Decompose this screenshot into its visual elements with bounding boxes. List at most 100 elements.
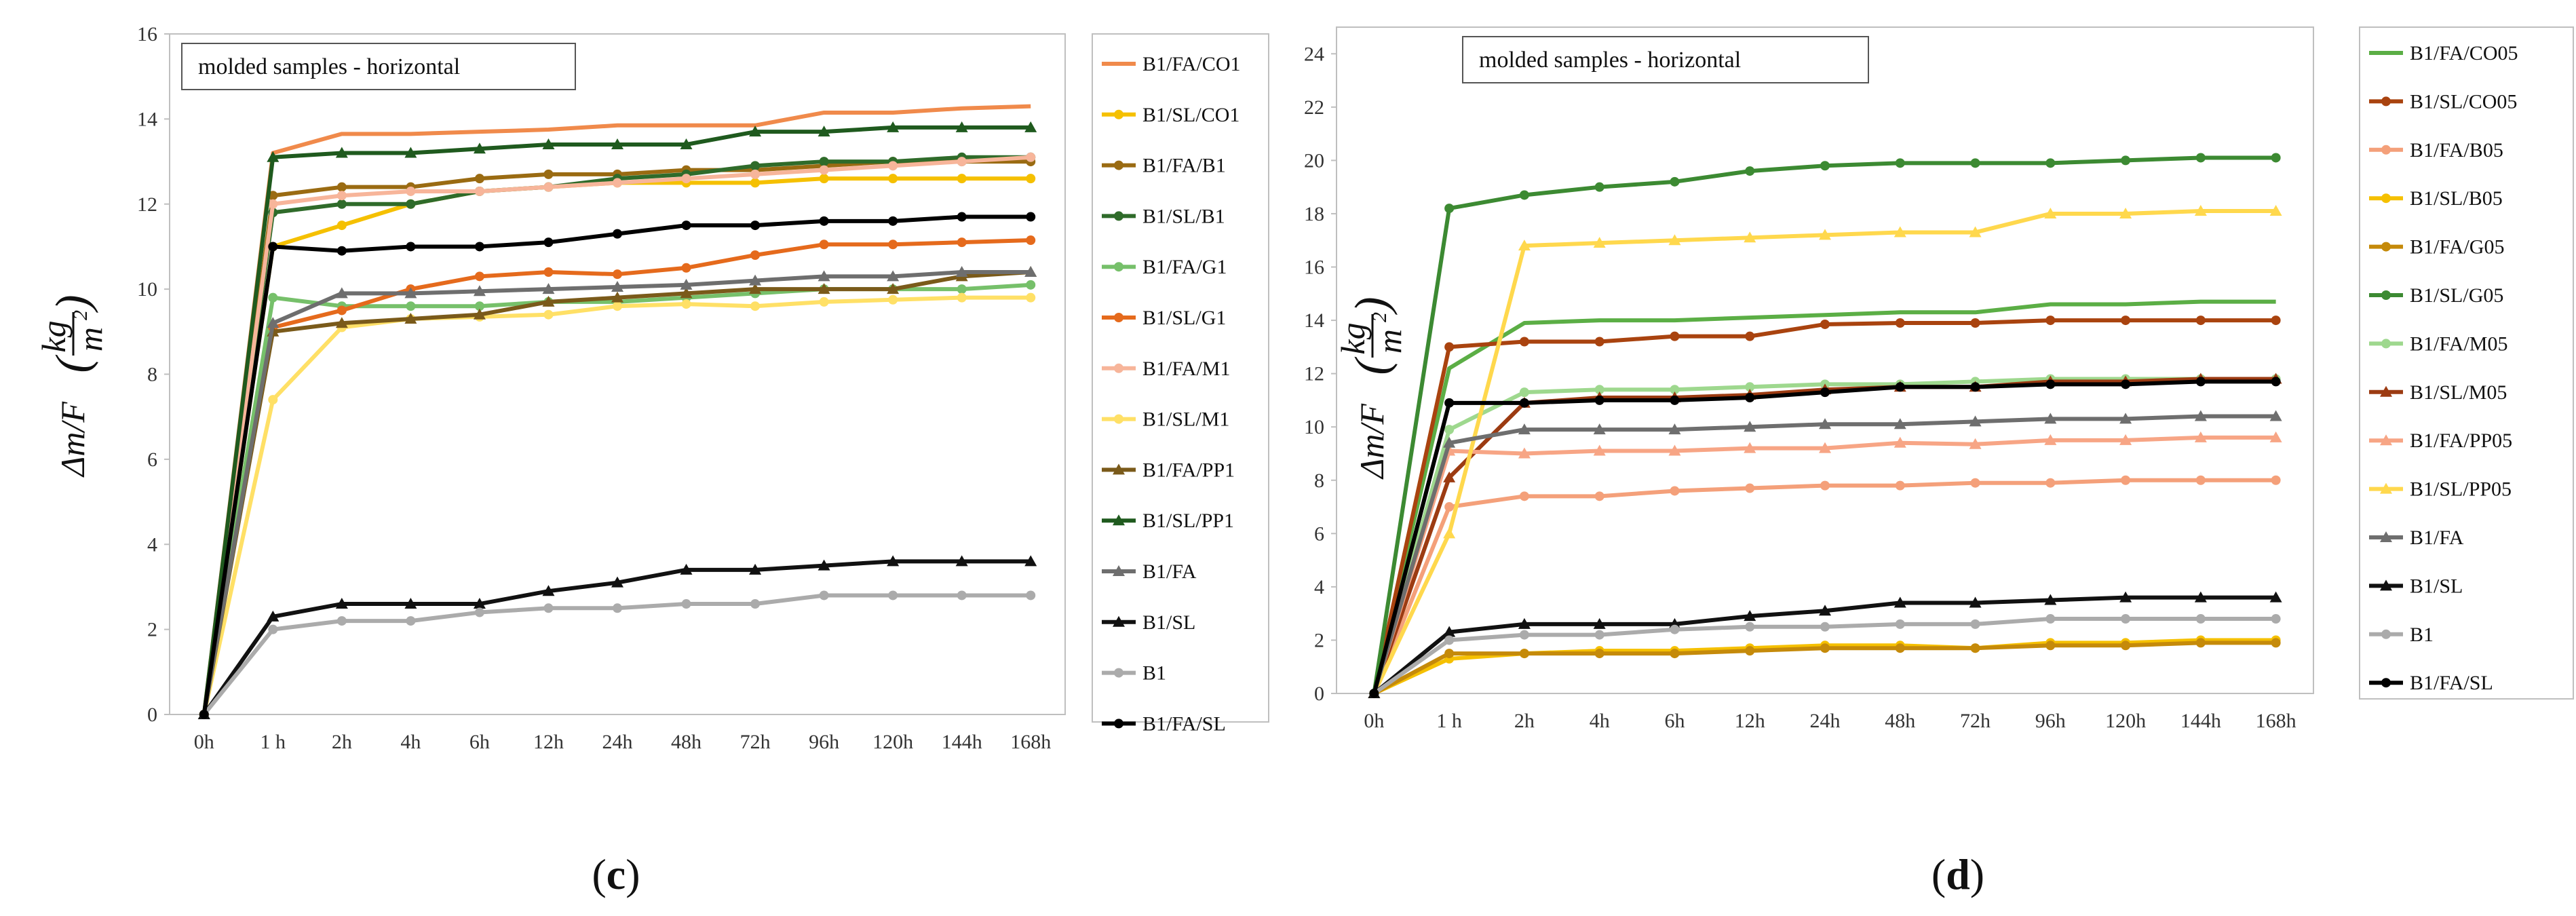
data-point — [267, 610, 280, 622]
y-tick-label: 10 — [137, 278, 157, 301]
data-point — [1970, 382, 1980, 392]
series-line — [201, 176, 1031, 715]
y-tick-label: 6 — [147, 449, 157, 471]
data-point — [1745, 382, 1755, 392]
data-point — [1594, 385, 1604, 395]
data-point — [268, 624, 278, 634]
data-point — [542, 295, 555, 307]
x-tick-label: 144h — [942, 731, 982, 753]
data-point — [2119, 591, 2132, 603]
data-point — [819, 157, 829, 167]
data-point — [1444, 649, 1455, 659]
data-point — [543, 182, 554, 192]
data-point — [1744, 421, 1756, 432]
legend-item: B1/SL/CO05 — [2369, 90, 2517, 113]
legend-box — [2359, 26, 2574, 700]
data-point — [267, 151, 280, 162]
legend-label: B1/SL/PP1 — [1142, 510, 1234, 532]
legend-label: B1/FA/G05 — [2410, 236, 2504, 259]
data-point — [406, 301, 416, 311]
data-point — [404, 598, 417, 609]
data-point — [474, 186, 484, 196]
data-point — [1518, 240, 1531, 251]
legend-label: B1 — [2410, 624, 2434, 646]
data-point — [542, 283, 555, 294]
y-tick-label: 16 — [137, 23, 157, 45]
legend-item: B1/FA — [1102, 560, 1197, 583]
data-point — [474, 301, 484, 311]
legend-item: B1/SL/G05 — [2369, 284, 2503, 307]
data-point — [1893, 418, 1906, 430]
legend-marker — [2381, 96, 2391, 107]
data-point — [474, 242, 484, 252]
data-point — [819, 165, 829, 175]
legend-item: B1/FA/M05 — [2369, 332, 2507, 355]
data-point — [543, 169, 554, 179]
data-point — [681, 263, 691, 273]
legend-item: B1/SL/CO1 — [1102, 104, 1239, 126]
data-point — [750, 599, 761, 609]
data-point — [888, 161, 898, 171]
data-point — [1444, 204, 1455, 214]
series-b1 — [1369, 614, 2281, 698]
y-tick-label: 0 — [147, 704, 157, 726]
y-axis-label: Δm/F (kgm 2) — [35, 294, 109, 478]
data-point — [406, 199, 416, 209]
legend-item: B1/FA — [2369, 527, 2464, 549]
y-tick-label: 22 — [1304, 96, 1324, 119]
data-point — [1026, 292, 1036, 303]
data-point — [1668, 444, 1681, 456]
legend-marker — [1114, 160, 1123, 170]
data-point — [1745, 622, 1755, 632]
data-point — [1745, 392, 1755, 402]
panel-label-part: ( — [1931, 850, 1946, 898]
legend-label: B1/FA/PP05 — [2410, 430, 2512, 452]
legend-marker — [2381, 193, 2391, 204]
data-point — [2045, 158, 2056, 168]
chart-c: 0 2 4 6 8 10 12 14 16 0h 1 h 2h 4h 6h 12h 24h 48h 72h 96h 1… — [35, 23, 1269, 898]
legend-label: B1/SL/CO1 — [1142, 104, 1239, 126]
legend-label: B1/FA/CO05 — [2410, 42, 2518, 64]
y-tick-label: 18 — [1304, 203, 1324, 225]
data-point — [1969, 226, 1982, 237]
legend-item: B1/FA/SL — [1102, 712, 1226, 735]
data-point — [2045, 379, 2056, 389]
panel-label-part: d — [1946, 850, 1970, 898]
x-tick-label: 72h — [740, 731, 771, 753]
data-point — [818, 126, 830, 137]
x-tick-label: 24h — [1810, 710, 1841, 732]
data-point — [2271, 614, 2281, 624]
data-point — [1744, 610, 1756, 622]
data-point — [888, 294, 898, 305]
data-point — [613, 178, 622, 188]
y-unit-numerator: kg — [1334, 322, 1372, 354]
data-point — [750, 250, 761, 260]
y-tick-label: 14 — [137, 108, 157, 130]
legend-item: B1/SL/PP1 — [1102, 510, 1234, 532]
series-line — [201, 155, 1031, 715]
legend-item: B1/FA/PP05 — [2369, 430, 2512, 452]
data-point — [1444, 425, 1455, 435]
panel-label-part: ) — [626, 850, 640, 898]
data-point — [1670, 331, 1680, 341]
legend-label: B1/SL/G05 — [2410, 284, 2503, 307]
data-point — [887, 555, 900, 567]
data-point — [268, 395, 278, 405]
legend-label: B1/SL/M1 — [1142, 408, 1229, 431]
y-tick-label: 4 — [147, 533, 157, 556]
data-point — [1519, 387, 1529, 398]
legend-label: B1/FA — [1142, 560, 1197, 583]
data-point — [1519, 649, 1529, 659]
series-b1-fa-pp1 — [197, 266, 1037, 719]
data-point — [2195, 614, 2206, 624]
legend-marker — [2381, 678, 2391, 688]
legend-item: B1/FA/B1 — [1102, 155, 1226, 177]
data-point — [1820, 387, 1830, 398]
data-point — [955, 266, 968, 278]
legend-label: B1/SL/B1 — [1142, 205, 1225, 227]
series-b1-fa-m1 — [199, 152, 1036, 719]
legend-marker — [1113, 565, 1125, 576]
data-point — [680, 138, 693, 149]
data-point — [2195, 475, 2206, 485]
legend-marker — [2380, 531, 2392, 542]
